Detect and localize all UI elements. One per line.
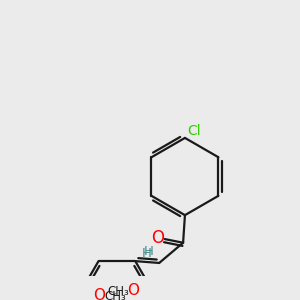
Text: O: O — [93, 288, 105, 300]
Text: H: H — [141, 247, 151, 260]
Text: O: O — [151, 229, 164, 247]
Text: O: O — [128, 283, 140, 298]
Text: H: H — [144, 245, 154, 258]
Text: Cl: Cl — [187, 124, 201, 138]
Text: CH₃: CH₃ — [104, 290, 126, 300]
Text: CH₃: CH₃ — [108, 285, 130, 298]
